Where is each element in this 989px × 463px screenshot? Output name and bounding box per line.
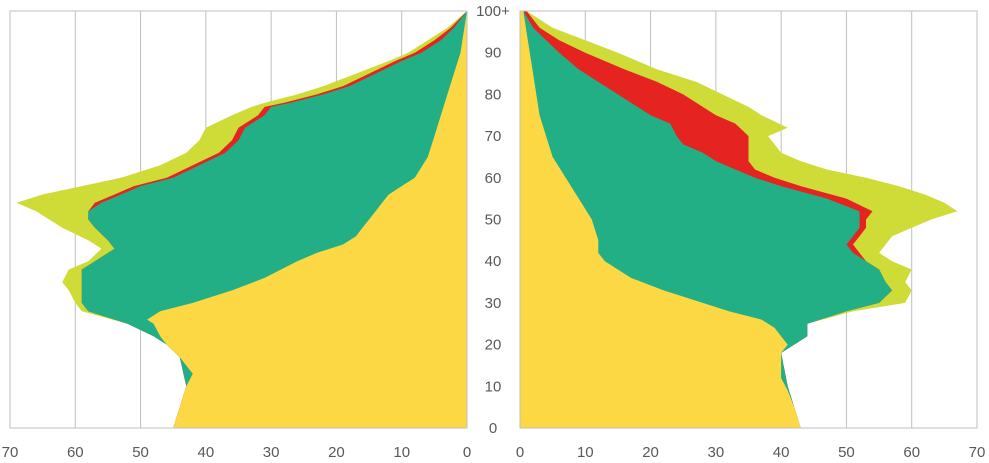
x-tick-label: 40 xyxy=(198,444,215,461)
x-tick-label: 60 xyxy=(67,444,84,461)
x-tick-label: 50 xyxy=(132,444,149,461)
left-pyramid-panel: 70 60 50 40 30 20 10 0 xyxy=(2,10,471,461)
x-tick-label: 10 xyxy=(393,444,410,461)
age-tick-label: 30 xyxy=(485,295,502,312)
x-tick-label: 30 xyxy=(263,444,280,461)
age-tick-label: 90 xyxy=(485,45,502,62)
x-tick-label: 0 xyxy=(516,444,524,461)
x-tick-label: 30 xyxy=(708,444,725,461)
x-tick-label: 40 xyxy=(773,444,790,461)
age-tick-label: 20 xyxy=(485,337,502,354)
right-area-FDD845 xyxy=(520,11,801,428)
x-tick-label: 60 xyxy=(903,444,920,461)
age-tick-label: 80 xyxy=(485,86,502,103)
x-tick-label: 70 xyxy=(2,444,19,461)
right-pyramid-panel: 0 10 20 30 40 50 60 70 xyxy=(516,10,986,461)
age-tick-label: 70 xyxy=(485,128,502,145)
age-tick-label: 10 xyxy=(485,378,502,395)
age-tick-label: 100+ xyxy=(476,3,510,20)
left-plot-frame xyxy=(9,10,468,429)
x-tick-label: 10 xyxy=(577,444,594,461)
left-area-FDD845 xyxy=(147,11,467,428)
age-tick-label: 60 xyxy=(485,170,502,187)
age-tick-label: 40 xyxy=(485,253,502,270)
right-plot-frame xyxy=(519,10,978,429)
age-tick-label: 50 xyxy=(485,212,502,229)
x-tick-label: 70 xyxy=(969,444,986,461)
x-tick-label: 0 xyxy=(463,444,471,461)
x-tick-label: 20 xyxy=(642,444,659,461)
x-tick-label: 50 xyxy=(838,444,855,461)
age-axis: 0 10 20 30 40 50 60 70 80 90 100+ xyxy=(476,3,510,437)
age-tick-label: 0 xyxy=(489,420,497,437)
x-tick-label: 20 xyxy=(328,444,345,461)
